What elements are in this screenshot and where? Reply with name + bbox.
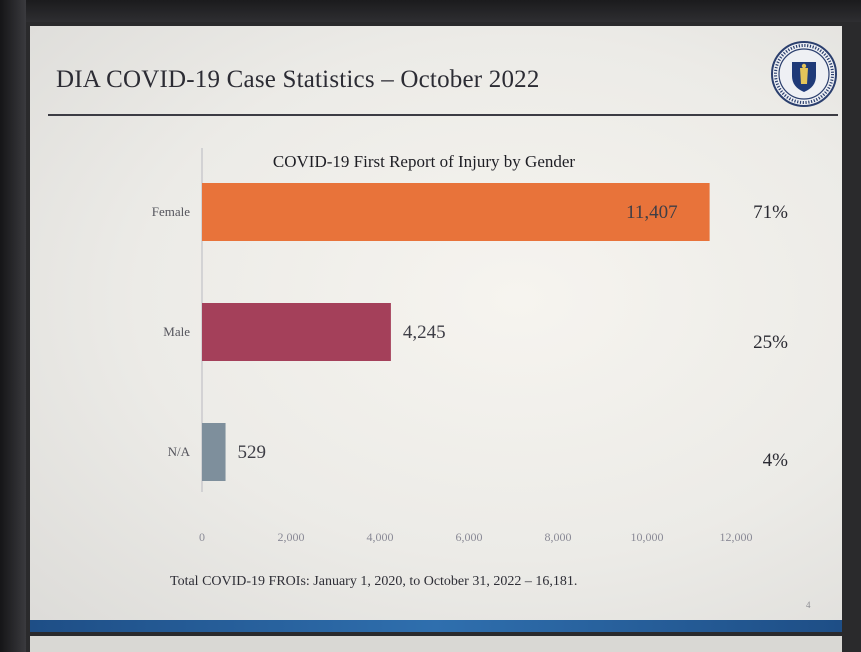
next-slide-edge <box>30 636 842 652</box>
x-tick-label: 8,000 <box>545 530 572 544</box>
x-tick-label: 0 <box>199 530 205 544</box>
monitor-bezel-top <box>0 0 861 22</box>
massachusetts-seal-icon <box>771 41 837 107</box>
bar-female <box>202 183 710 241</box>
gender-bar-chart: COVID-19 First Report of Injury by Gende… <box>152 148 789 544</box>
category-label: Male <box>163 324 190 339</box>
value-label: 4,245 <box>403 322 446 343</box>
x-tick-label: 10,000 <box>631 530 664 544</box>
percentage-label: 4% <box>763 450 789 471</box>
value-label: 11,407 <box>626 202 678 223</box>
percentage-label: 71% <box>753 202 788 223</box>
page-number: 4 <box>806 600 811 610</box>
x-tick-label: 12,000 <box>720 530 753 544</box>
category-label: Female <box>152 204 190 219</box>
value-label: 529 <box>238 442 267 463</box>
presentation-slide: DIA COVID-19 Case Statistics – October 2… <box>30 26 842 632</box>
bar-na <box>202 423 226 481</box>
percentage-label: 25% <box>753 332 788 353</box>
x-tick-label: 6,000 <box>456 530 483 544</box>
slide-bottom-strip <box>30 620 842 632</box>
bar-male <box>202 303 391 361</box>
total-frois-footnote: Total COVID-19 FROIs: January 1, 2020, t… <box>170 574 578 589</box>
category-label: N/A <box>168 444 191 459</box>
chart-title: COVID-19 First Report of Injury by Gende… <box>273 152 576 171</box>
title-divider <box>48 114 838 116</box>
x-tick-label: 2,000 <box>278 530 305 544</box>
x-tick-label: 4,000 <box>367 530 394 544</box>
monitor-bezel-left <box>0 0 26 652</box>
slide-title: DIA COVID-19 Case Statistics – October 2… <box>56 66 540 93</box>
